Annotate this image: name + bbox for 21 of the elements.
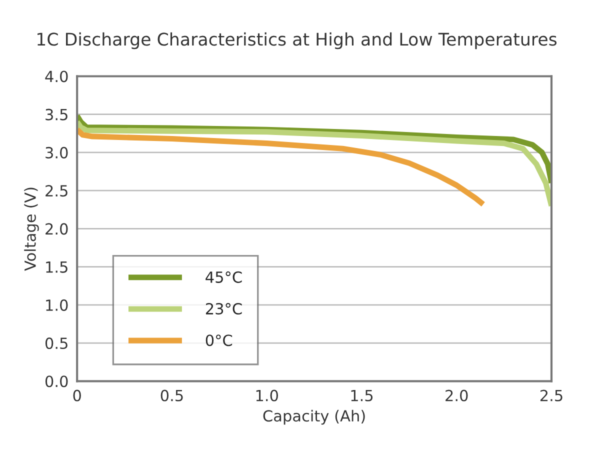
- chart-title: 1C Discharge Characteristics at High and Low Temperatures: [38, 32, 557, 50]
- x-tick-label: 0.5: [160, 390, 183, 402]
- y-tick-label: 4.0: [45, 70, 68, 82]
- y-tick-label: 3.5: [46, 108, 68, 120]
- y-tick-label: 1.0: [46, 299, 68, 311]
- x-tick-label: 2.5: [540, 390, 562, 402]
- y-axis-title: Voltage (V): [24, 188, 39, 271]
- x-tick-label: 1.0: [256, 390, 278, 402]
- y-tick-label: 3.0: [46, 146, 68, 158]
- legend-label: 23°C: [206, 302, 242, 315]
- y-tick-label: 1.5: [46, 261, 68, 273]
- y-tick-label: 0.0: [45, 376, 68, 388]
- x-axis-title: Capacity (Ah): [263, 410, 365, 425]
- y-tick-label: 0.5: [45, 338, 68, 350]
- x-tick-label: 0: [73, 390, 81, 402]
- y-tick-label: 2.0: [46, 223, 68, 235]
- legend-label: 0°C: [206, 334, 232, 346]
- legend-label: 45°C: [206, 271, 242, 283]
- x-tick-label: 2.0: [446, 390, 468, 402]
- y-tick-label: 2.5: [46, 185, 68, 197]
- x-tick-label: 1.5: [351, 390, 373, 402]
